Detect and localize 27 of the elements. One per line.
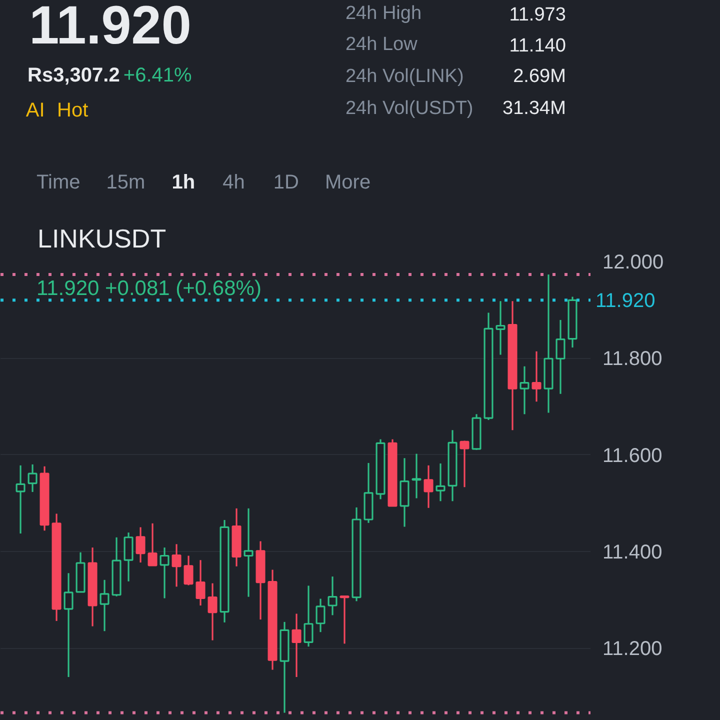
- text: 4h: [222, 172, 245, 194]
- text: 24h High: [345, 3, 422, 24]
- text: 1D: [273, 172, 299, 194]
- y-tick-label: 12.000: [602, 252, 664, 274]
- y-tick-label: 11.600: [602, 444, 662, 467]
- y-tick-label: 11.800: [602, 348, 662, 370]
- text: 24h Vol(LINK): [345, 66, 464, 87]
- text: 11.140: [509, 36, 566, 56]
- text: 31.34M: [502, 98, 566, 119]
- annotation: 11.920 +0.081 (+0.68%): [36, 277, 262, 300]
- text: 11.920: [29, 0, 192, 56]
- chart-title: LINKUSDT: [38, 224, 166, 254]
- text: 2.69M: [513, 66, 566, 87]
- y-tick-label: 11.200: [602, 638, 662, 660]
- ref-line-label: 11.920: [596, 290, 656, 312]
- text: 15m: [106, 172, 146, 194]
- text: 11.973: [509, 4, 566, 26]
- text: AI: [26, 100, 45, 122]
- text: 24h Vol(USDT): [345, 98, 474, 119]
- text: 1h: [172, 172, 196, 194]
- text: +6.41%: [123, 64, 192, 86]
- text: Rs3,307.2: [28, 64, 120, 86]
- y-tick-label: 11.400: [602, 541, 662, 564]
- text: More: [325, 172, 371, 194]
- text: 24h Low: [345, 34, 418, 55]
- text: Time: [36, 172, 80, 194]
- text: Hot: [57, 100, 89, 122]
